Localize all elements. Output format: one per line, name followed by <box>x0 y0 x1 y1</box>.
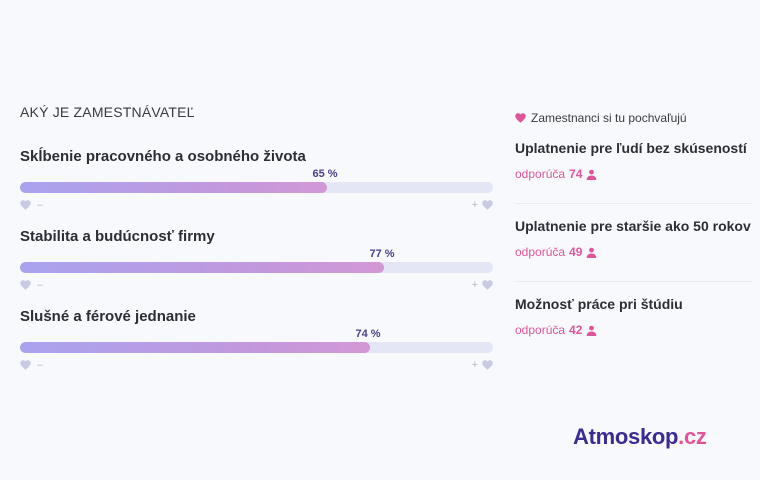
scale-max: + <box>472 279 493 291</box>
rating-scale: – + <box>20 199 493 211</box>
recommendation-item[interactable]: Uplatnenie pre staršie ako 50 rokov odpor… <box>515 204 752 282</box>
scale-min-symbol: – <box>37 279 44 291</box>
recommendations-header-label: Zamestnanci si tu pochvaľujú <box>531 111 687 125</box>
recommendation-number: 74 <box>569 167 583 181</box>
recommendation-count: odporúča 49 <box>515 245 597 259</box>
rating-bar-fill <box>20 262 384 273</box>
scale-min: – <box>20 199 43 211</box>
recommendation-title[interactable]: Uplatnenie pre staršie ako 50 rokov <box>515 218 751 234</box>
recommendations-list: Uplatnenie pre ľudí bez skúseností odporú… <box>515 126 752 360</box>
rating-bar-fill <box>20 342 370 353</box>
rating-metric: Skĺbenie pracovného a osobného života 65 … <box>20 104 493 211</box>
heart-icon <box>482 360 493 370</box>
person-icon <box>586 325 597 336</box>
employer-rating-section: AKÝ JE ZAMESTNÁVATEĽ Skĺbenie pracovného… <box>20 104 493 371</box>
recommendation-count: odporúča 74 <box>515 167 597 181</box>
scale-max: + <box>472 359 493 371</box>
heart-icon <box>20 280 31 290</box>
heart-icon <box>482 280 493 290</box>
heart-icon <box>482 200 493 210</box>
recommendations-header: Zamestnanci si tu pochvaľujú <box>515 110 752 126</box>
recommendation-title[interactable]: Možnosť práce pri štúdiu <box>515 296 683 312</box>
recommendations-panel: Zamestnanci si tu pochvaľujú Uplatnenie … <box>515 110 752 360</box>
atmoskop-logo[interactable]: Atmoskop.cz <box>573 424 707 450</box>
metric-percent: 65 % <box>312 168 338 180</box>
recommendation-prefix: odporúča <box>515 167 566 181</box>
person-icon <box>586 247 597 258</box>
scale-max-symbol: + <box>471 199 478 211</box>
heart-icon <box>20 200 31 210</box>
recommendation-prefix: odporúča <box>515 245 566 259</box>
recommendation-count: odporúča 42 <box>515 323 597 337</box>
metric-label: Slušné a férové jednanie <box>20 308 196 325</box>
rating-bar-track <box>20 182 493 193</box>
section-title: AKÝ JE ZAMESTNÁVATEĽ <box>20 104 195 120</box>
metric-percent: 77 % <box>369 248 395 260</box>
rating-metric: Slušné a férové jednanie 74 % – + <box>20 264 493 371</box>
person-icon <box>586 169 597 180</box>
heart-icon <box>20 360 31 370</box>
rating-bar-fill <box>20 182 327 193</box>
scale-min-symbol: – <box>37 359 44 371</box>
metrics-list: Skĺbenie pracovného a osobného života 65 … <box>20 104 493 371</box>
heart-icon <box>515 113 526 123</box>
scale-min-symbol: – <box>37 199 44 211</box>
scale-max: + <box>472 199 493 211</box>
metric-label: Skĺbenie pracovného a osobného života <box>20 148 306 165</box>
scale-min: – <box>20 279 43 291</box>
metric-percent: 74 % <box>355 328 381 340</box>
scale-max-symbol: + <box>471 279 478 291</box>
recommendation-title[interactable]: Uplatnenie pre ľudí bez skúseností <box>515 140 747 156</box>
recommendation-number: 42 <box>569 323 583 337</box>
metric-label: Stabilita a budúcnosť firmy <box>20 228 215 245</box>
scale-max-symbol: + <box>471 359 478 371</box>
logo-text-domain: .cz <box>678 424 707 449</box>
recommendation-item[interactable]: Uplatnenie pre ľudí bez skúseností odporú… <box>515 126 752 204</box>
rating-metric: Stabilita a budúcnosť firmy 77 % – + <box>20 184 493 291</box>
rating-scale: – + <box>20 359 493 371</box>
recommendation-number: 49 <box>569 245 583 259</box>
scale-min: – <box>20 359 43 371</box>
logo-text-main: Atmoskop <box>573 424 679 449</box>
recommendation-item[interactable]: Možnosť práce pri štúdiu odporúča 42 <box>515 282 752 360</box>
rating-bar-track <box>20 342 493 353</box>
rating-scale: – + <box>20 279 493 291</box>
recommendation-prefix: odporúča <box>515 323 566 337</box>
rating-bar-track <box>20 262 493 273</box>
